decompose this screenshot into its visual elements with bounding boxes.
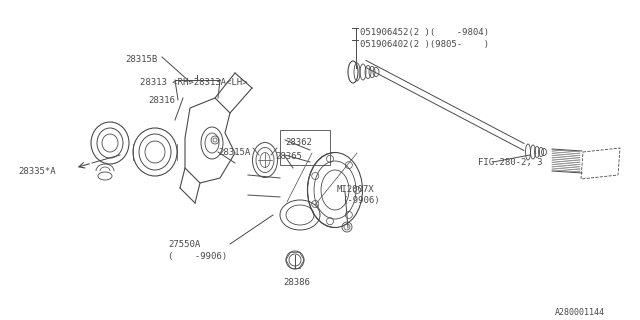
Text: FIG.280-2, 3: FIG.280-2, 3 [478,158,543,167]
Text: 051906452(2 )(    -9804): 051906452(2 )( -9804) [360,28,489,37]
Text: 28313 <RH>28313A<LH>: 28313 <RH>28313A<LH> [140,78,248,87]
Text: 28315B: 28315B [125,55,157,64]
Text: (    -9906): ( -9906) [168,252,227,261]
Text: 28315A: 28315A [218,148,250,157]
Text: 28365: 28365 [275,152,302,161]
Text: 28386: 28386 [283,278,310,287]
Text: 28316: 28316 [148,96,175,105]
Text: MI2007X: MI2007X [337,185,374,194]
Text: 28335*A: 28335*A [18,167,56,176]
Text: 27550A: 27550A [168,240,200,249]
Text: 051906402(2 )(9805-    ): 051906402(2 )(9805- ) [360,40,489,49]
Text: A280001144: A280001144 [555,308,605,317]
Text: (-9906): (-9906) [342,196,380,205]
Text: 28362: 28362 [285,138,312,147]
